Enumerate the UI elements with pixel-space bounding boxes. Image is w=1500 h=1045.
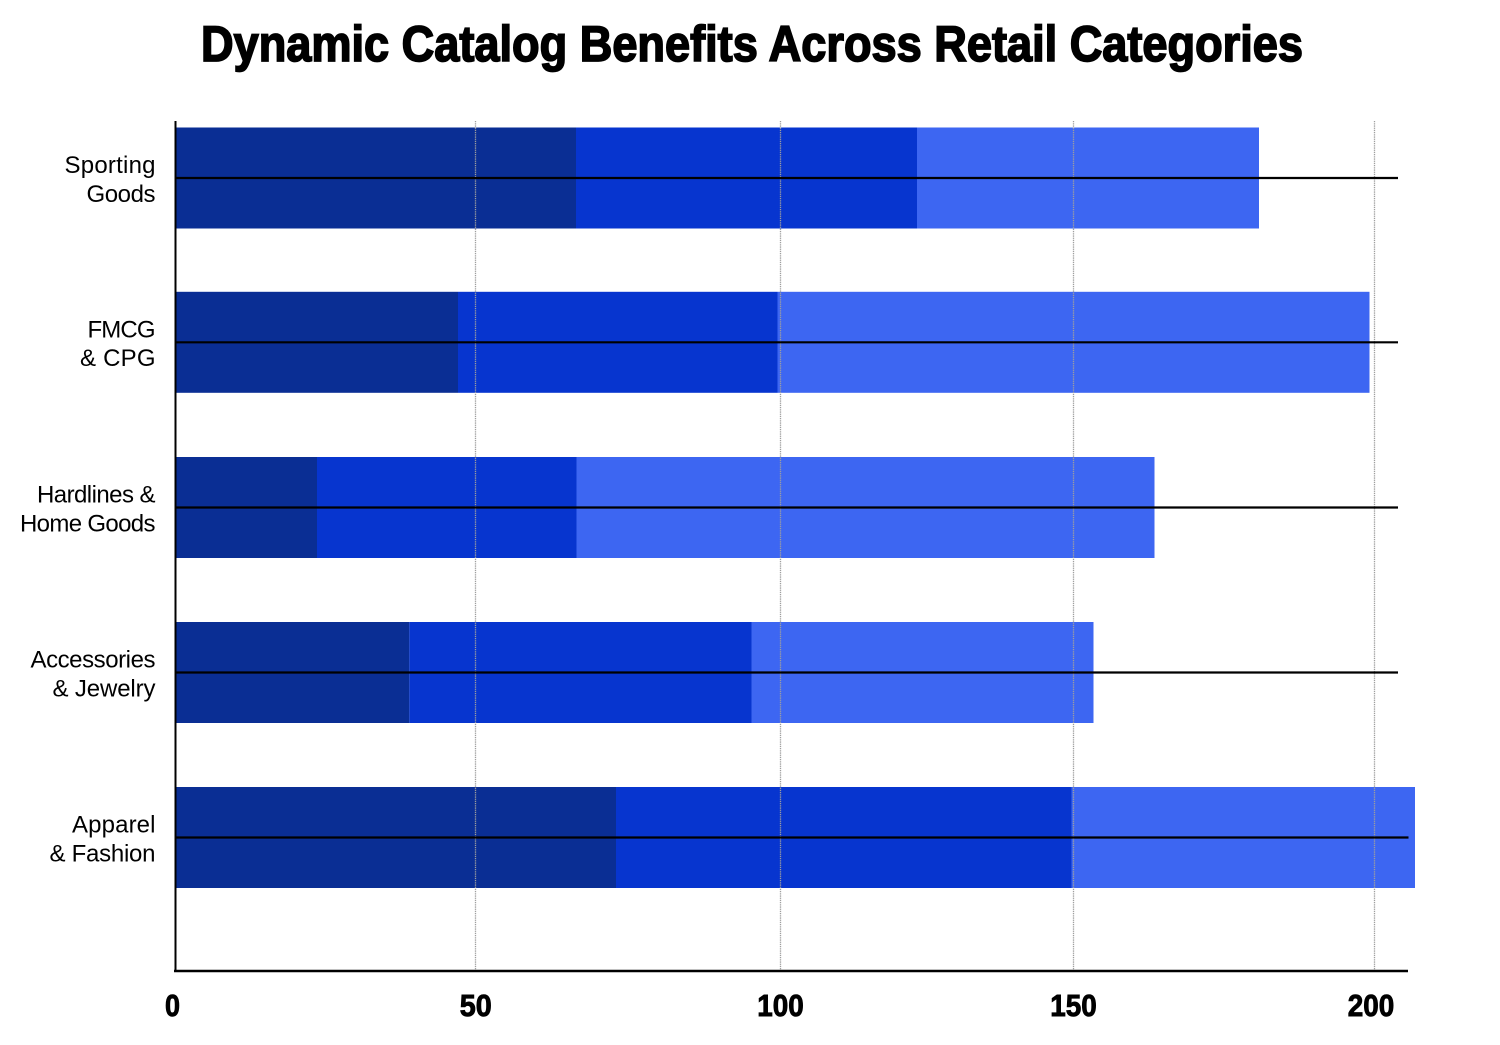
svg-text:Apparel: Apparel	[72, 812, 156, 839]
svg-text:150: 150	[1050, 988, 1097, 1023]
svg-text:Accessories: Accessories	[31, 647, 156, 674]
svg-text:& Jewelry: & Jewelry	[53, 675, 156, 702]
svg-text:FMCG: FMCG	[88, 316, 156, 343]
svg-text:0: 0	[165, 988, 180, 1023]
svg-text:100: 100	[757, 988, 804, 1023]
svg-text:Hardlines &: Hardlines &	[37, 482, 156, 509]
svg-text:Dynamic Catalog Benefits Acros: Dynamic Catalog Benefits Across Retail C…	[201, 16, 1303, 72]
svg-text:Sporting: Sporting	[65, 152, 156, 179]
svg-text:50: 50	[460, 988, 492, 1023]
svg-text:Goods: Goods	[87, 181, 156, 208]
svg-text:& CPG: & CPG	[80, 345, 156, 372]
svg-text:Home Goods: Home Goods	[20, 510, 156, 537]
svg-text:200: 200	[1348, 988, 1395, 1023]
svg-text:& Fashion: & Fashion	[50, 840, 156, 867]
